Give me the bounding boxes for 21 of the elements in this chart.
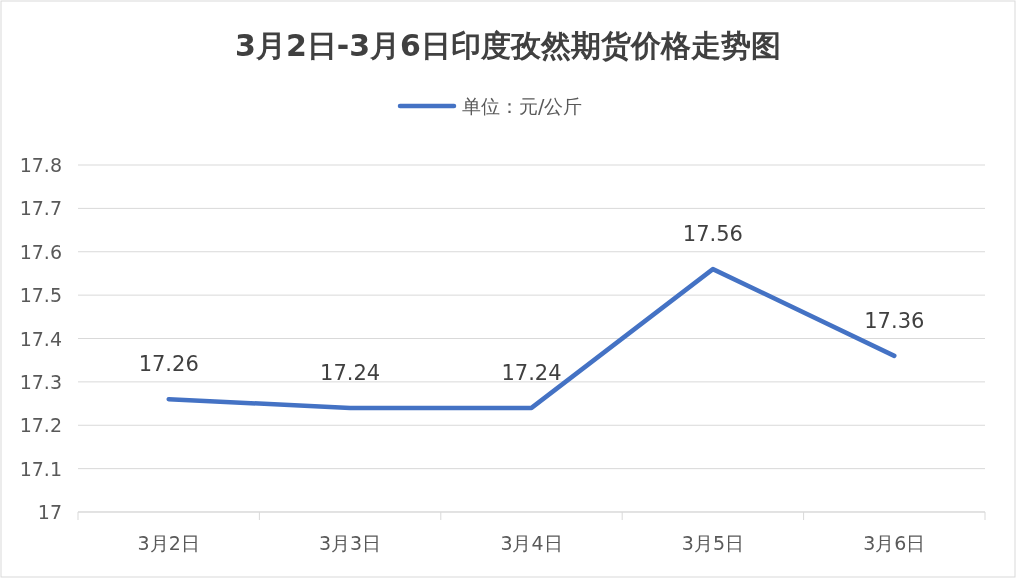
y-tick-label: 17.3 [19,370,62,393]
y-tick-label: 17.2 [19,414,62,437]
y-tick-label: 17.4 [19,327,62,350]
legend-label: 单位：元/公斤 [462,95,583,117]
y-tick-label: 17.6 [19,240,62,263]
x-tick-label: 3月2日 [137,532,200,554]
x-tick-label: 3月6日 [863,532,926,554]
x-tick-label: 3月4日 [500,532,563,554]
data-label: 17.36 [864,308,925,333]
y-tick-label: 17.7 [19,197,62,220]
x-tick-label: 3月5日 [681,532,744,554]
y-tick-label: 17.5 [19,284,62,307]
y-tick-label: 17.8 [19,154,62,176]
data-label: 17.56 [682,222,743,247]
y-tick-label: 17.1 [19,457,62,480]
data-label: 17.26 [138,352,199,377]
data-label: 17.24 [501,360,562,385]
data-label: 17.24 [320,360,381,385]
x-tick-label: 3月3日 [319,532,382,554]
chart-title: 3月2日-3月6日印度孜然期货价格走势图 [235,28,781,63]
y-tick-label: 17 [37,501,62,523]
